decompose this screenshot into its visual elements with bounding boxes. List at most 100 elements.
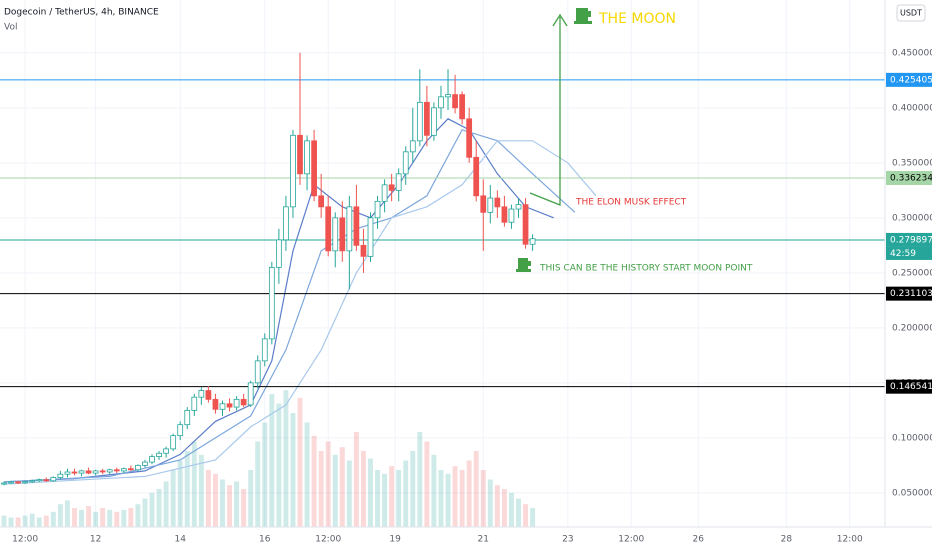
volume-bar — [445, 473, 451, 527]
candle-body — [8, 481, 14, 484]
x-tick-label: 12 — [90, 535, 101, 545]
indicator-label: Vol — [4, 23, 17, 33]
volume-bar — [382, 473, 388, 527]
candle-body — [276, 239, 282, 268]
level-label-box — [886, 286, 932, 301]
moving-average — [3, 140, 597, 485]
candles — [1, 52, 536, 486]
volume-bar — [8, 517, 14, 527]
currency-button[interactable] — [896, 4, 926, 22]
x-tick-label: 14 — [174, 535, 186, 545]
volume-bar — [494, 485, 500, 527]
candle-body — [473, 156, 480, 197]
level-label: 0.2798975 — [890, 235, 932, 245]
volume-bar — [297, 397, 303, 527]
volume-bar — [516, 498, 521, 527]
candle-body — [261, 338, 268, 362]
moon-icon — [574, 8, 592, 24]
candle-body — [170, 435, 177, 450]
candle-body — [1, 482, 7, 485]
candle-body — [431, 107, 437, 136]
volume-bar — [156, 489, 162, 527]
candle-body — [15, 481, 21, 484]
volume-bar — [227, 485, 233, 527]
candle-body — [233, 398, 240, 408]
level-label: 0.3362348 — [890, 173, 932, 183]
chart-title: Dogecoin / TetherUS, 4h, BINANCE — [4, 8, 159, 18]
level-label-box — [886, 170, 932, 185]
candle-body — [219, 403, 226, 410]
volume-bar — [170, 470, 176, 527]
level-label: 0.1465415 — [890, 382, 932, 392]
x-tick-label: 19 — [389, 535, 401, 545]
candle-body — [480, 195, 487, 213]
volume-bar — [177, 460, 183, 527]
candle-body — [71, 471, 78, 474]
candle-body — [332, 217, 339, 252]
candle-body — [402, 151, 409, 175]
volume-bar — [530, 508, 536, 527]
candle-body — [374, 200, 381, 219]
volume-bar — [248, 470, 254, 527]
candle-body — [226, 403, 233, 408]
level-label-box — [886, 232, 932, 247]
x-tick-label: 21 — [478, 535, 489, 545]
volume-bar — [508, 492, 514, 527]
volume-bar — [22, 515, 28, 527]
volume-bar — [149, 492, 155, 527]
moon-annotation: THE MOON — [598, 11, 676, 27]
x-tick-label: 23 — [562, 535, 573, 545]
x-tick-label: 12:00 — [315, 535, 341, 545]
candle-body — [445, 94, 451, 98]
volume-bar — [142, 498, 148, 527]
volume-bar — [220, 479, 225, 527]
candle-body — [78, 470, 85, 474]
volume-bar — [290, 413, 296, 527]
volume-bar — [501, 489, 507, 527]
x-tick-label: 26 — [693, 535, 705, 545]
candle-body — [325, 206, 332, 252]
y-tick-label: 0.2000000 — [892, 323, 932, 333]
candle-body — [99, 470, 106, 473]
candle-body — [494, 197, 501, 208]
moving-average — [3, 118, 554, 483]
volume-bar — [325, 441, 331, 527]
y-tick-label: 0.0500000 — [892, 488, 932, 498]
volume-bar — [64, 500, 70, 527]
candle-body — [135, 464, 141, 471]
candle-body — [438, 96, 444, 109]
candle-body — [191, 396, 198, 411]
candle-body — [57, 473, 64, 478]
volume-bar — [241, 489, 247, 527]
volume-bar — [417, 432, 423, 527]
volume-bar — [107, 509, 113, 527]
volume-bar — [473, 451, 479, 527]
volume-bar — [79, 509, 84, 527]
volume-bar — [50, 511, 56, 527]
candle-body — [339, 217, 346, 252]
candle-body — [64, 471, 71, 475]
volume-bar — [438, 470, 444, 527]
candle-body — [163, 448, 169, 454]
volume-bar — [424, 441, 430, 527]
volume-bar — [480, 470, 486, 527]
candle-body — [353, 206, 360, 246]
candle-body — [22, 481, 29, 484]
candle-body — [254, 360, 261, 384]
currency-button-label[interactable]: USDT — [900, 9, 922, 18]
candle-body — [381, 184, 388, 202]
moon-point-annotation: THIS CAN BE THE HISTORY START MOON POINT — [539, 264, 753, 274]
candle-body — [156, 452, 162, 457]
volume-bar — [375, 470, 381, 527]
volume-bar — [466, 460, 472, 527]
candle-body — [247, 382, 254, 406]
candle-body — [85, 470, 92, 474]
candle-body — [304, 140, 310, 175]
level-label-box — [886, 72, 932, 87]
candle-body — [508, 208, 515, 223]
volume-bar — [276, 403, 282, 527]
volume-bar — [311, 435, 317, 527]
volume-bar — [346, 460, 352, 527]
candle-body — [388, 184, 395, 191]
